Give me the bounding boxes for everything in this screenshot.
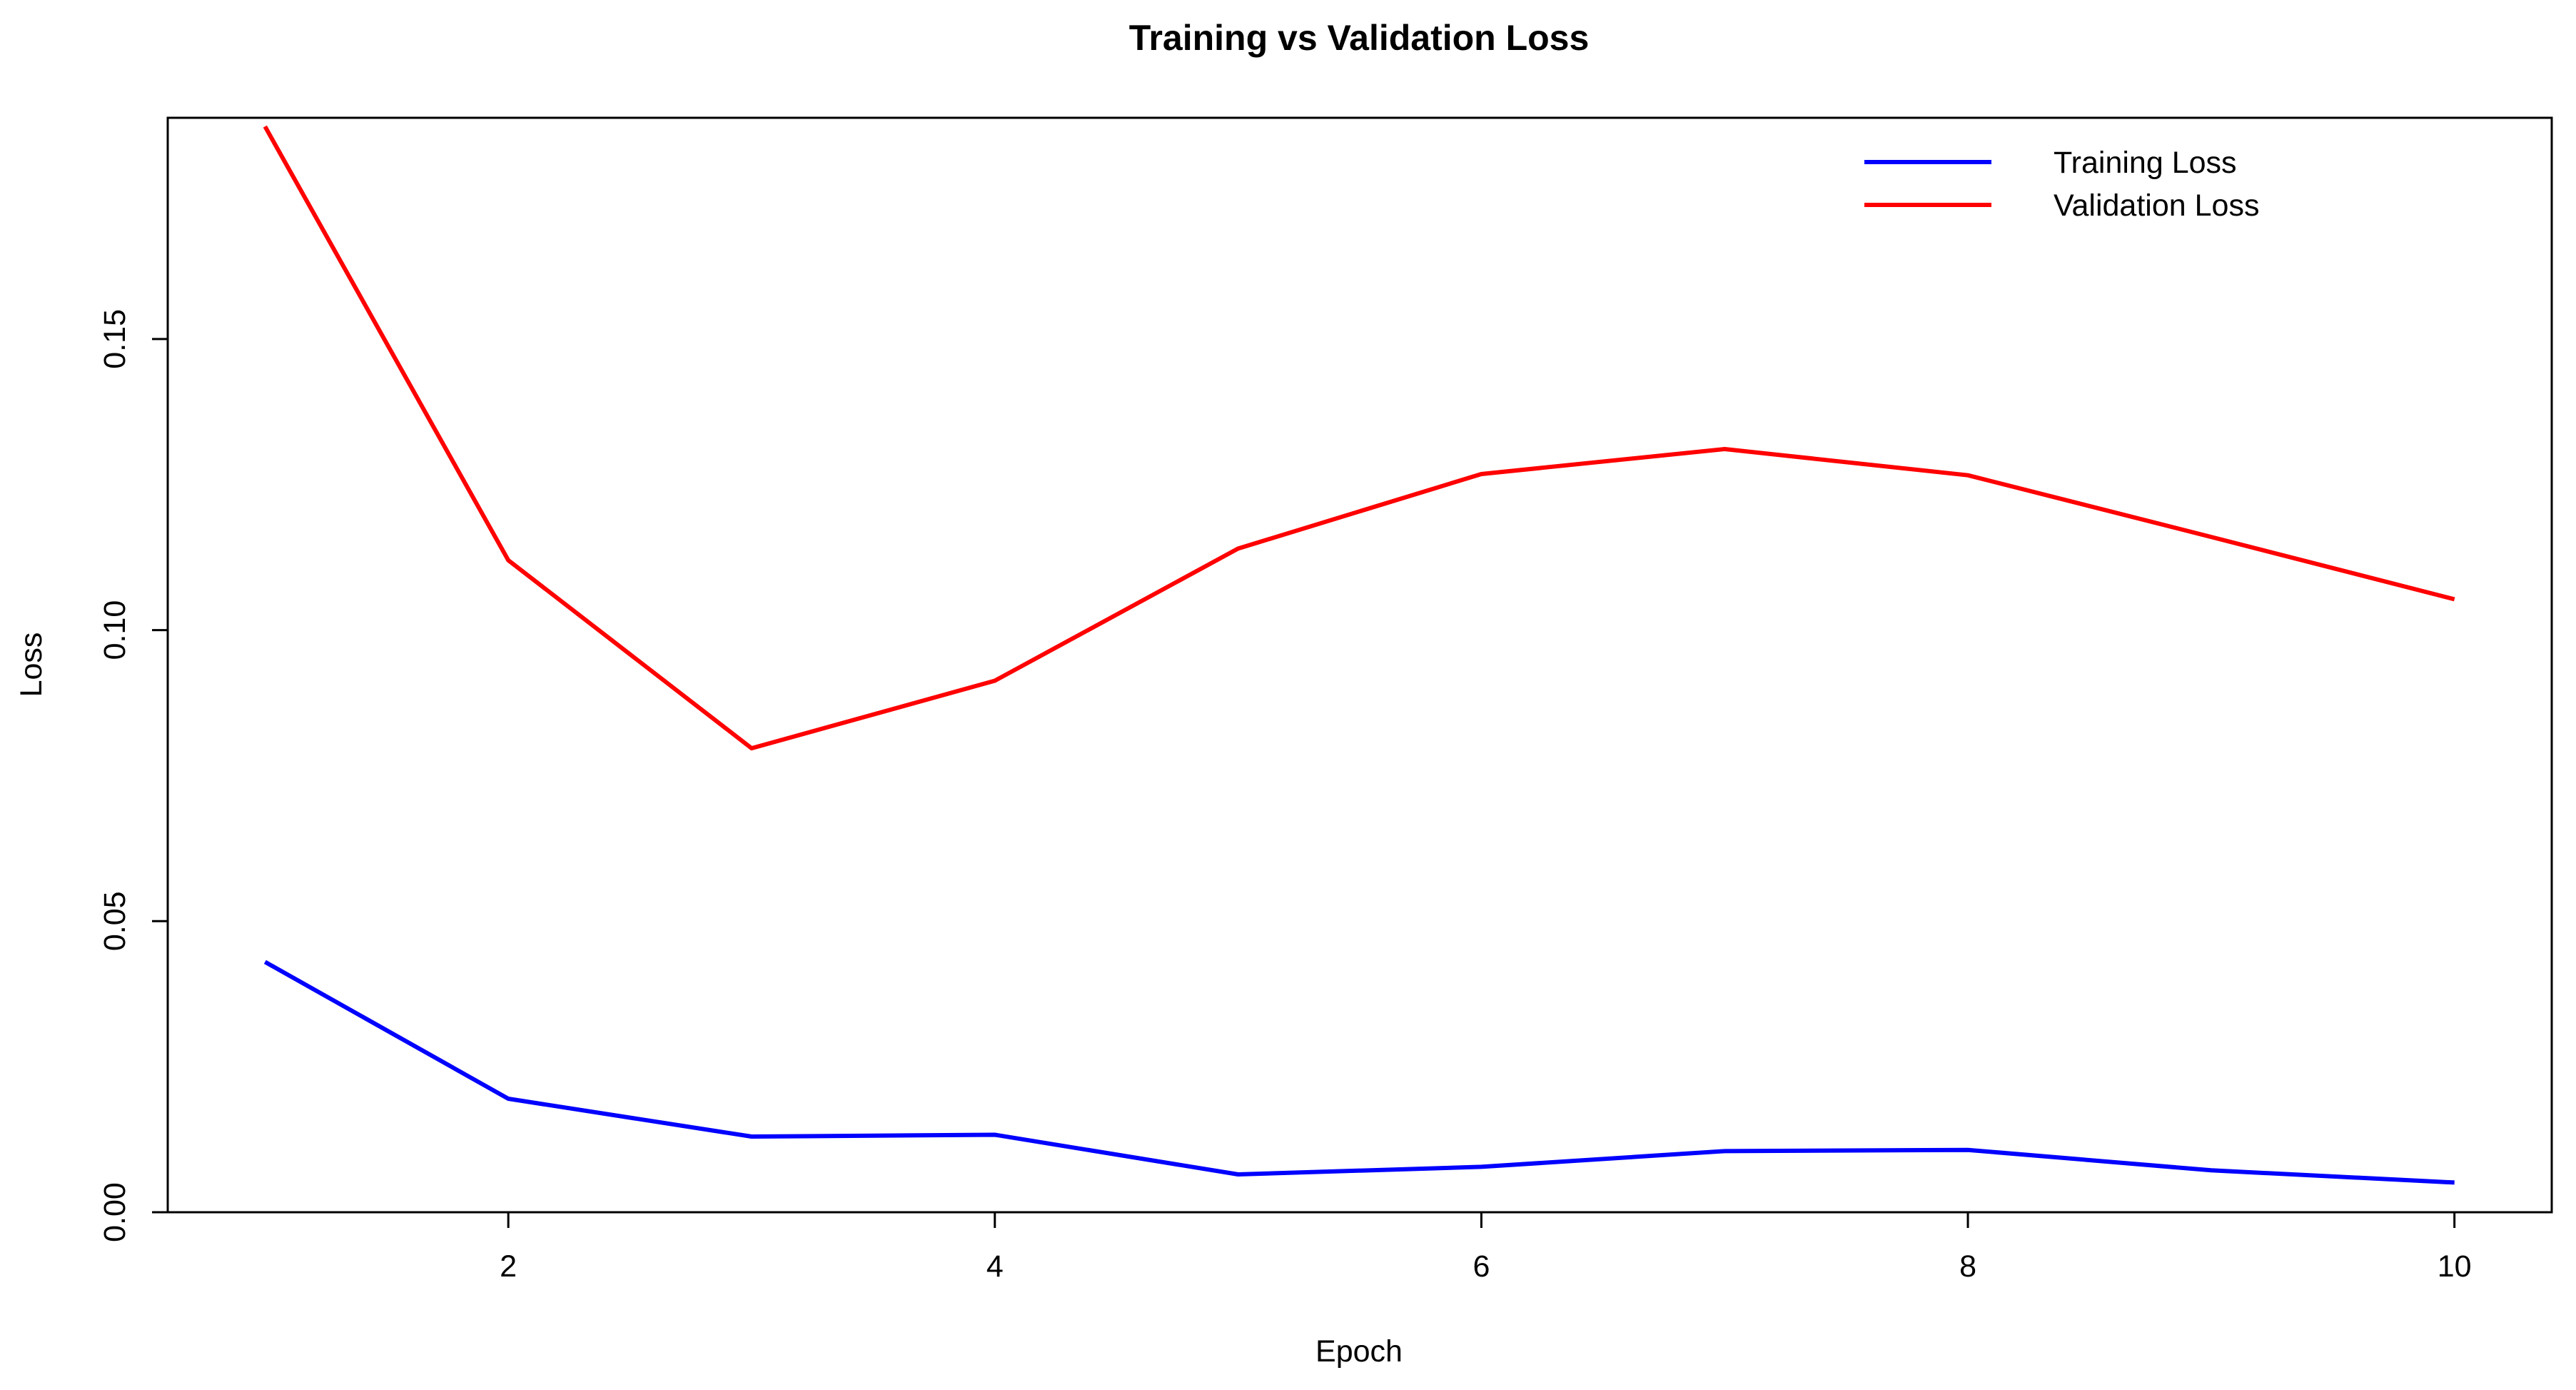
x-tick-label: 10 (2438, 1249, 2472, 1284)
x-tick-label: 8 (1959, 1249, 1976, 1284)
y-tick-label: 0.00 (98, 1182, 132, 1242)
series-line-training-loss (263, 960, 2455, 1185)
y-tick-label: 0.15 (98, 309, 132, 369)
y-tick-label: 0.10 (98, 600, 132, 660)
series-line-validation-loss (263, 125, 2455, 751)
x-tick-label: 4 (986, 1249, 1004, 1284)
legend-label-training-loss: Training Loss (2054, 146, 2237, 180)
y-tick-label: 0.05 (98, 891, 132, 951)
chart-title: Training vs Validation Loss (1129, 18, 1590, 58)
x-axis-label: Epoch (1315, 1334, 1403, 1369)
x-tick-label: 2 (500, 1249, 517, 1284)
legend-label-validation-loss: Validation Loss (2054, 188, 2259, 223)
legend: Training Loss Validation Loss (1864, 146, 2259, 223)
y-axis: 0.00 0.05 0.10 0.15 (98, 309, 169, 1242)
y-axis-label: Loss (14, 633, 49, 697)
series-layer (263, 125, 2455, 1185)
x-axis: 2 4 6 8 10 (500, 1211, 2472, 1284)
x-tick-label: 6 (1473, 1249, 1490, 1284)
plot-frame (166, 116, 2553, 1214)
